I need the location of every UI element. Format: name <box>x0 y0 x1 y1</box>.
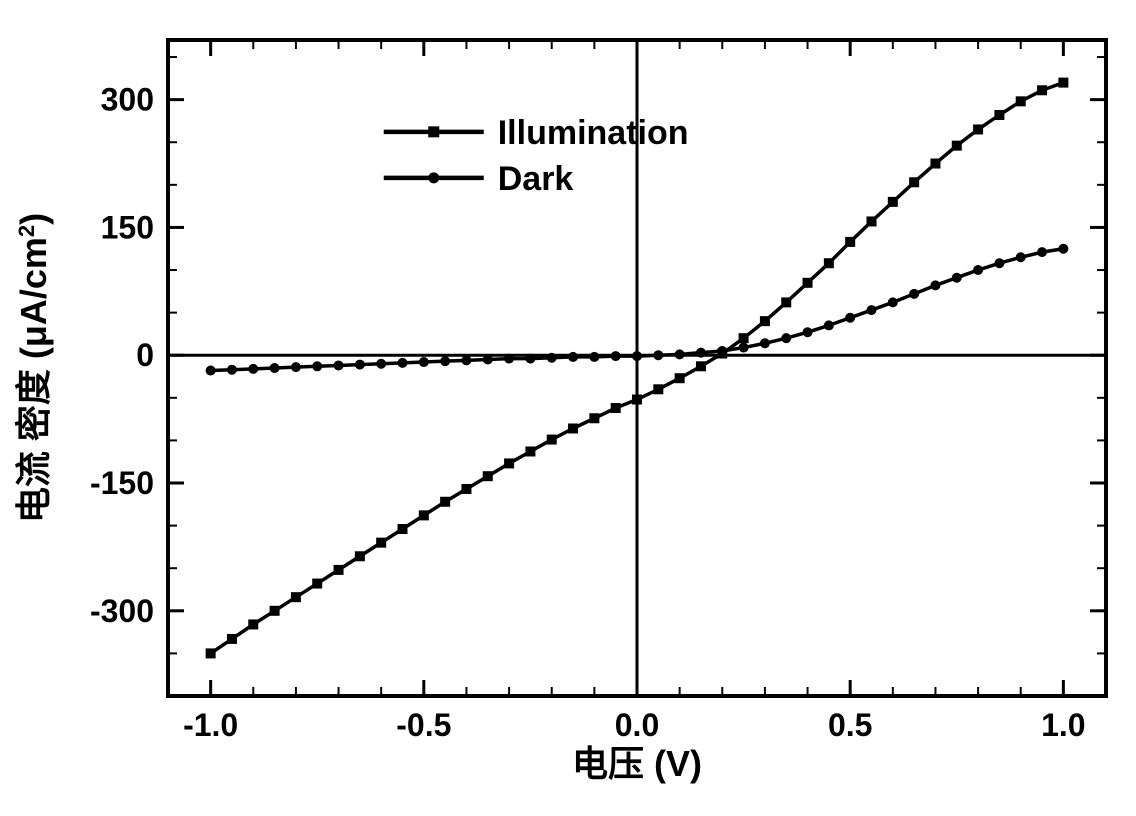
chart-container: -1.0 -0.5 0.0 0.5 1.0 -300 -150 0 150 300 电压 (V) 电流… <box>0 0 1136 816</box>
x-tick-label: 0.5 <box>828 707 872 743</box>
y-tick-label: -150 <box>90 465 154 501</box>
y-tick-label: 0 <box>136 337 154 373</box>
legend-item-label: Illumination <box>498 114 689 152</box>
y-tick-label: 300 <box>101 82 154 118</box>
y-axis-label: 电流 密度 (μA/cm2) <box>13 213 54 523</box>
x-tick-label: 1.0 <box>1041 707 1085 743</box>
x-tick-label: -1.0 <box>183 707 238 743</box>
x-tick-label: 0.0 <box>615 707 659 743</box>
legend-item-label: Dark <box>498 160 574 198</box>
iv-curve-chart: -1.0 -0.5 0.0 0.5 1.0 -300 -150 0 150 300 电压 (V) 电流… <box>0 0 1136 816</box>
y-tick-label: -300 <box>90 593 154 629</box>
x-axis-label: 电压 (V) <box>572 743 702 784</box>
x-tick-label: -0.5 <box>396 707 451 743</box>
y-tick-label: 150 <box>101 209 154 245</box>
